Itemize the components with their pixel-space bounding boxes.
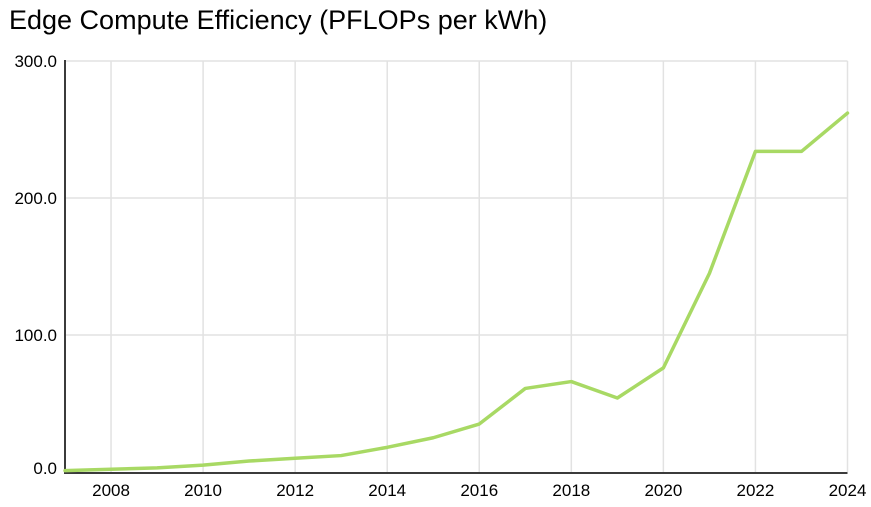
x-tick-label: 2010	[184, 481, 222, 500]
x-tick-label: 2018	[552, 481, 590, 500]
x-tick-label: 2014	[368, 481, 406, 500]
chart-title: Edge Compute Efficiency (PFLOPs per kWh)	[9, 5, 548, 35]
axes-group	[64, 60, 848, 474]
tick-labels-group: 0.0 100.0 200.0 300.0 2008 2010 2012 2014 2016 20…	[14, 52, 866, 500]
y-tick-label: 0.0	[33, 459, 57, 478]
x-tick-label: 2012	[276, 481, 314, 500]
data-line	[63, 111, 850, 473]
x-tick-label: 2024	[829, 481, 867, 500]
y-tick-label: 300.0	[14, 52, 57, 71]
data-line-group	[63, 111, 850, 473]
x-tick-label: 2022	[737, 481, 775, 500]
x-tick-label: 2016	[460, 481, 498, 500]
gridlines-group	[65, 60, 849, 472]
x-tick-label: 2020	[644, 481, 682, 500]
x-tick-label: 2008	[92, 481, 130, 500]
y-tick-label: 100.0	[14, 326, 57, 345]
y-tick-label: 200.0	[14, 189, 57, 208]
